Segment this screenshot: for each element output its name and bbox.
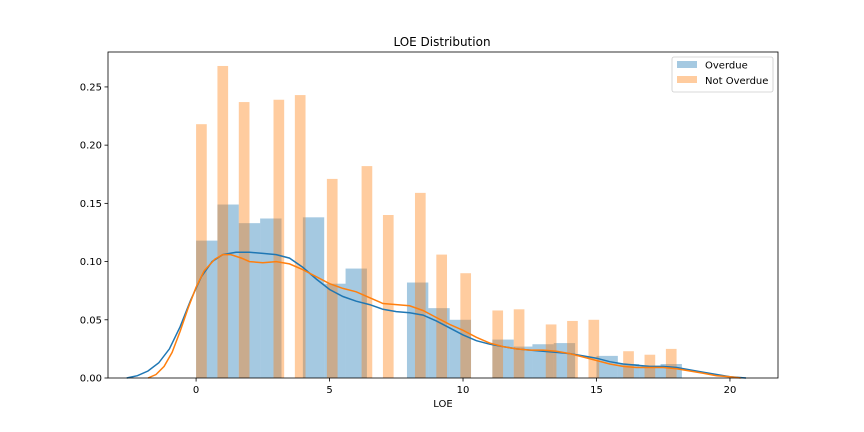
x-tick-label: 20: [724, 385, 737, 396]
bar-overdue: [513, 346, 533, 378]
bar-not-overdue: [567, 320, 578, 378]
x-tick-label: 15: [590, 385, 603, 396]
bar-not-overdue: [588, 319, 600, 378]
y-tick-label: 0.00: [80, 374, 102, 385]
bar-overdue: [324, 283, 346, 378]
chart-title: LOE Distribution: [393, 35, 490, 49]
bar-not-overdue: [217, 65, 229, 378]
bar-overdue: [302, 217, 325, 378]
y-axis-ticks: 0.00 0.05 0.10 0.15 0.20 0.25: [80, 82, 108, 385]
x-axis-label: LOE: [433, 399, 452, 410]
legend-frame: [671, 56, 774, 93]
bar-not-overdue: [665, 348, 677, 378]
y-tick-label: 0.05: [80, 315, 102, 326]
bar-not-overdue: [326, 178, 338, 378]
bar-not-overdue: [460, 273, 472, 378]
bar-not-overdue: [273, 99, 285, 378]
bar-not-overdue: [196, 124, 207, 378]
legend-swatch-not-overdue: [677, 76, 697, 83]
bar-overdue: [260, 218, 282, 378]
legend-label-overdue: Overdue: [705, 61, 748, 72]
bar-overdue: [492, 339, 514, 378]
bar-not-overdue: [294, 95, 306, 378]
bar-overdue: [639, 366, 661, 378]
kde-line-not-overdue: [147, 253, 741, 379]
bars-layer: [196, 65, 682, 379]
x-tick-label: 0: [193, 385, 199, 396]
bar-overdue: [532, 344, 554, 378]
bar-not-overdue: [436, 254, 448, 378]
bar-overdue: [217, 204, 239, 378]
legend-swatch-overdue: [677, 61, 697, 68]
bar-overdue: [345, 268, 367, 378]
bar-not-overdue: [382, 215, 394, 378]
y-tick-label: 0.25: [80, 82, 102, 93]
y-tick-label: 0.10: [80, 257, 102, 268]
legend: Overdue Not Overdue: [671, 56, 774, 93]
y-tick-label: 0.20: [80, 141, 102, 152]
x-tick-label: 10: [457, 385, 470, 396]
legend-label-not-overdue: Not Overdue: [705, 76, 768, 87]
bar-not-overdue: [513, 309, 525, 378]
kde-layer: [126, 251, 747, 379]
bar-not-overdue: [492, 310, 504, 378]
bar-not-overdue: [414, 192, 426, 378]
x-axis-ticks: 0 5 10 15 20: [193, 378, 736, 396]
bar-not-overdue: [361, 166, 373, 378]
y-tick-label: 0.15: [80, 199, 102, 210]
bar-not-overdue: [238, 102, 250, 379]
bar-overdue: [449, 319, 472, 378]
x-tick-label: 5: [326, 385, 332, 396]
plot-frame: [107, 51, 779, 379]
